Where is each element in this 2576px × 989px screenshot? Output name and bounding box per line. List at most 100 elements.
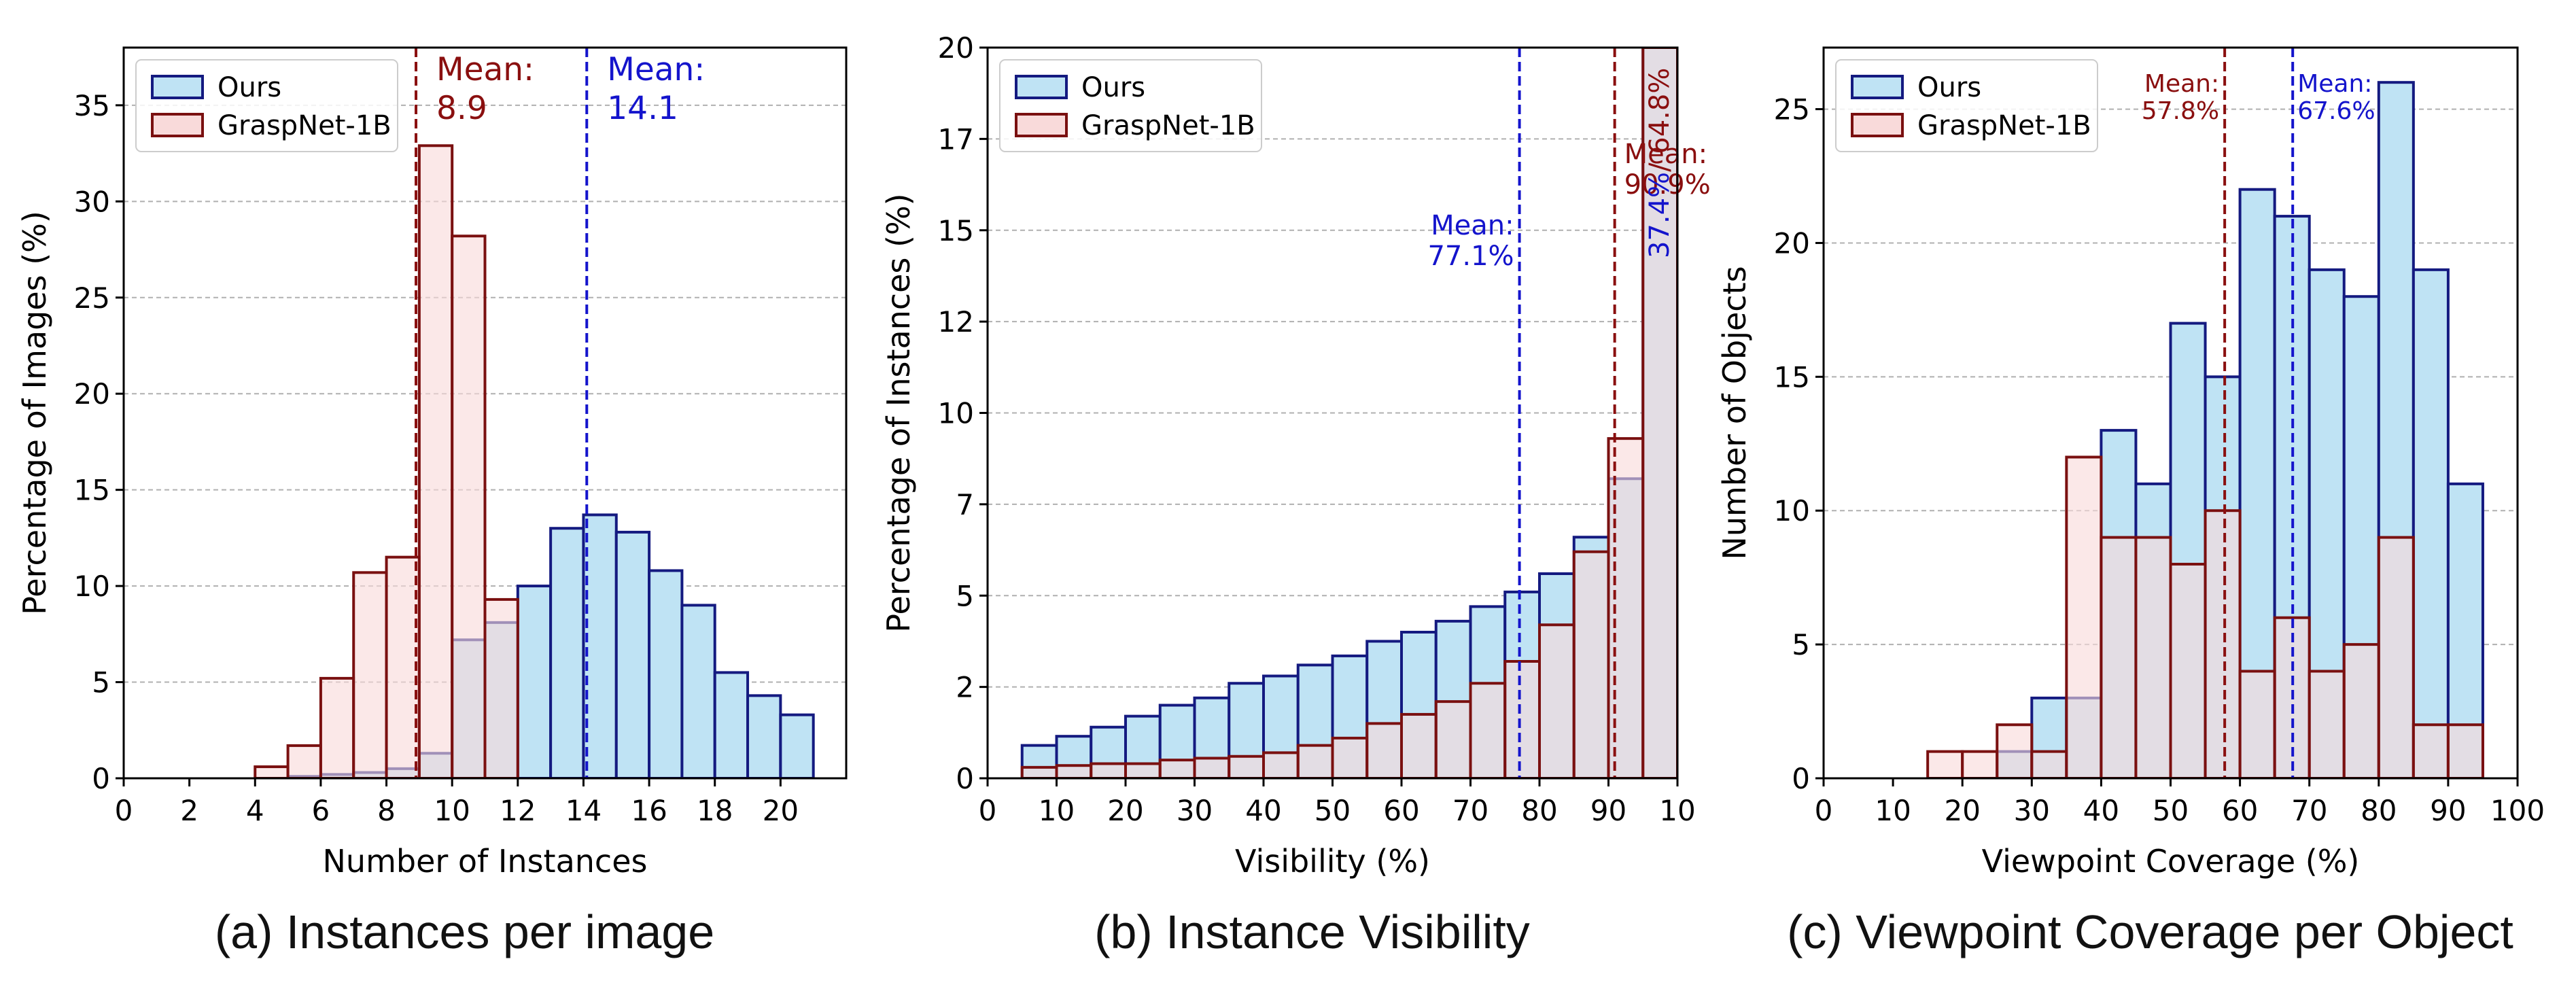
ours-bar [549,527,585,778]
y-tick-label: 0 [92,762,110,795]
graspnet-bar [2377,536,2415,778]
legend-label-ours: Ours [1081,72,1145,103]
x-tick-label: 70 [1452,794,1489,827]
y-tick-label: 17 [938,122,974,156]
graspnet-bar [2308,670,2346,778]
legend-label-graspnet: GraspNet-1B [217,110,391,141]
y-tick-label: 35 [74,89,110,122]
graspnet-bar [1572,550,1610,778]
y-tick-label: 15 [74,474,110,507]
y-tick-label: 25 [74,281,110,315]
ours-bar [746,694,782,778]
overflow-label-graspnet: / 64.8% [1644,68,1675,172]
x-tick-label: 12 [500,794,536,827]
graspnet-bar [2446,723,2484,778]
x-tick-label: 90 [2430,794,2466,827]
graspnet-bar [2342,643,2380,778]
graspnet-bar [1020,765,1058,778]
graspnet-bar [1262,751,1300,778]
x-axis-label: Visibility (%) [1235,843,1430,880]
panel-caption: (a) Instances per image [215,905,714,958]
graspnet-bar [385,555,421,778]
y-tick-label: 2 [956,671,974,704]
x-tick-label: 60 [2222,794,2258,827]
x-tick-label: 10 [1659,794,1695,827]
x-tick-label: 80 [1521,794,1557,827]
graspnet-bar [1296,744,1334,778]
overflow-label-ours: 37.4% [1644,172,1675,258]
x-tick-label: 2 [180,794,198,827]
y-tick-label: 15 [1774,360,1810,394]
legend-label-graspnet: GraspNet-1B [1081,110,1255,141]
x-tick-label: 4 [246,794,264,827]
legend-swatch-ours [151,75,204,99]
graspnet-bar [1228,754,1265,778]
x-tick-label: 0 [115,794,133,827]
graspnet-bar [2412,723,2450,778]
graspnet-mean-label: Mean: [436,51,534,88]
x-tick-label: 20 [1944,794,1980,827]
y-tick-label: 20 [938,31,974,65]
x-tick-label: 50 [2153,794,2189,827]
x-tick-label: 20 [1107,794,1143,827]
x-tick-label: 14 [565,794,602,827]
ours-bar [680,604,716,778]
ours-bar [582,513,618,778]
ours-bar [648,569,684,778]
graspnet-bar [2065,455,2103,778]
x-tick-label: 30 [2014,794,2050,827]
y-tick-label: 7 [956,488,974,521]
graspnet-bar [1124,762,1162,778]
x-tick-label: 30 [1177,794,1213,827]
legend-swatch-graspnet [1015,113,1068,137]
x-tick-label: 16 [631,794,667,827]
legend-swatch-graspnet [151,113,204,137]
y-tick-label: 12 [938,305,974,339]
ours-mean-value: 14.1 [607,90,678,127]
ours-bar [614,530,651,778]
graspnet-bar [2134,536,2172,778]
y-tick-label: 20 [1774,226,1810,260]
graspnet-bar [483,597,519,778]
bars-group [254,144,815,778]
x-tick-label: 6 [312,794,330,827]
y-tick-label: 10 [938,397,974,430]
graspnet-bar [1365,722,1403,778]
graspnet-mean-label: Mean: [2144,70,2219,98]
legend-label-graspnet: GraspNet-1B [1917,110,2091,141]
y-axis-label: Number of Objects [1717,266,1753,559]
x-tick-label: 40 [1245,794,1281,827]
graspnet-bar [1090,762,1127,778]
ours-mean-label: Mean: [607,51,705,88]
x-tick-label: 40 [2083,794,2119,827]
graspnet-bar [417,144,454,778]
x-tick-label: 50 [1315,794,1351,827]
ours-mean-label: Mean: [2297,70,2372,98]
graspnet-mean-value: 8.9 [436,90,487,127]
y-tick-label: 5 [92,666,110,699]
graspnet-bar [254,765,290,778]
axes-frame [122,46,848,780]
graspnet-bar [2204,509,2242,778]
graspnet-bar [1503,660,1541,778]
x-tick-label: 0 [979,794,997,827]
graspnet-mean-label: Mean: [1624,139,1707,170]
graspnet-bar [286,744,322,778]
panel-caption: (b) Instance Visibility [1094,905,1530,958]
x-tick-label: 100 [2490,794,2545,827]
x-tick-label: 80 [2361,794,2397,827]
ours-bar [713,671,750,778]
x-tick-label: 70 [2291,794,2327,827]
ours-mean-value: 77.1% [1427,241,1514,272]
y-axis-label: Percentage of Instances (%) [880,193,917,632]
graspnet-bar [2238,670,2276,778]
y-axis-label: Percentage of Images (%) [16,211,53,615]
graspnet-bar [1926,750,1964,778]
x-tick-label: 0 [1815,794,1833,827]
y-tick-label: 20 [74,377,110,411]
graspnet-mean-value: 90.9% [1624,169,1711,201]
bars-group [1020,48,1677,778]
graspnet-bar [2169,562,2207,778]
y-tick-label: 25 [1774,93,1810,126]
